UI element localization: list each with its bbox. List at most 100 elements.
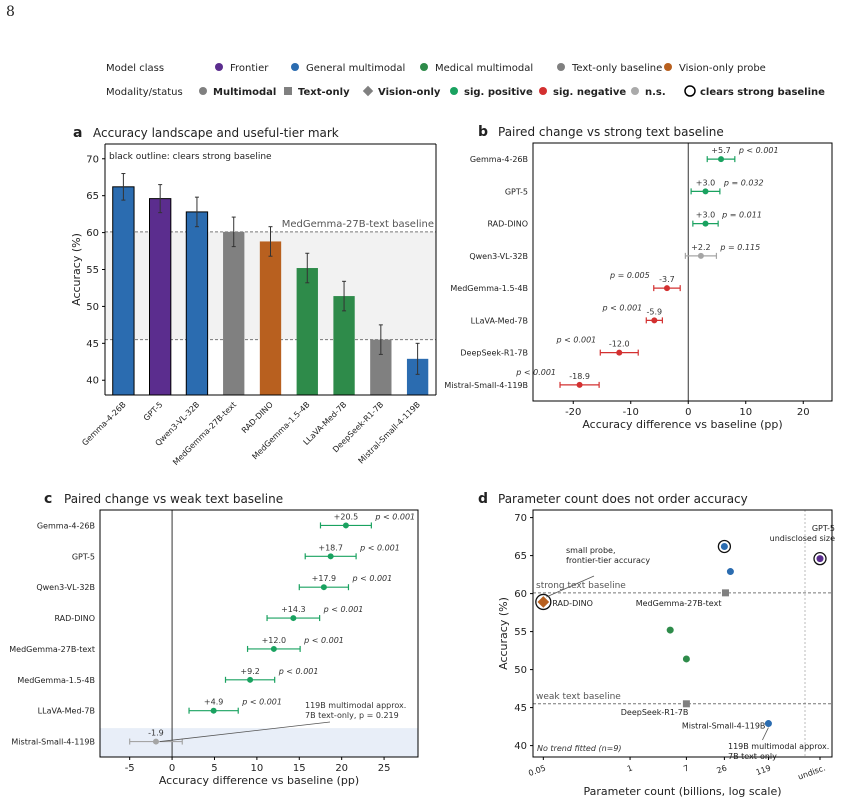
value-label: +14.3 [281, 605, 306, 614]
bar [259, 241, 282, 395]
plot-frame [99, 509, 419, 758]
estimate-point [290, 615, 297, 622]
panel-title: Paired change vs weak text baseline [64, 492, 283, 506]
value-label: +5.7 [711, 146, 730, 155]
legend-status-label: clears strong baseline [700, 87, 825, 98]
legend-class-marker [291, 63, 299, 71]
x-tick-label: -20 [565, 407, 581, 418]
legend-row1-label: Model class [106, 63, 164, 74]
y-tick-label: 40 [514, 741, 527, 752]
data-point [726, 568, 734, 576]
p-value: p < 0.001 [515, 368, 556, 377]
legend-status-label: n.s. [645, 87, 666, 98]
p-value: p < 0.001 [359, 543, 400, 552]
x-tick-label: Mistral-Small-4-119B [357, 400, 422, 465]
bar [223, 231, 245, 395]
y-tick-label: 60 [86, 228, 99, 239]
data-point [721, 589, 729, 597]
estimate-point [320, 584, 327, 591]
legend-status-marker [450, 87, 458, 95]
x-axis-label: Accuracy difference vs baseline (pp) [159, 774, 359, 787]
p-value: p < 0.001 [555, 336, 596, 345]
annotation-line: 119B multimodal approx. [728, 742, 829, 751]
legend-class-label: Text-only baseline [571, 63, 662, 74]
row-label: GPT-5 [72, 552, 95, 561]
p-value: p < 0.001 [351, 574, 392, 583]
annotation: 119B multimodal approx. 7B text-only, p =… [305, 701, 406, 720]
panel-c: c Paired change vs weak text baseline Gemm… [9, 491, 419, 787]
legend-status-marker [362, 85, 374, 97]
x-tick-label: 15 [293, 763, 306, 774]
x-axis-label: Parameter count (billions, log scale) [583, 785, 781, 798]
row-label: RAD-DINO [54, 614, 95, 623]
row-label: Mistral-Small-4-119B [444, 381, 528, 390]
value-label: -1.9 [148, 729, 164, 738]
y-tick-label: 70 [514, 513, 527, 524]
y-tick-label: 45 [514, 703, 527, 714]
bar [406, 358, 429, 395]
value-label: -3.7 [659, 275, 675, 284]
clears-baseline-ring [813, 551, 827, 566]
panel-note: No trend fitted (n=9) [537, 744, 622, 753]
row-label: Mistral-Small-4-119B [11, 738, 95, 747]
baseline-label: strong text baseline [536, 581, 626, 591]
value-label: +4.9 [204, 698, 223, 707]
legend-class-marker [664, 63, 672, 71]
panel-title: Paired change vs strong text baseline [498, 125, 724, 139]
x-tick-label: 0 [169, 763, 175, 774]
p-value: p < 0.001 [323, 605, 364, 614]
bar [112, 186, 135, 396]
y-tick-label: 55 [86, 265, 99, 276]
legend-class-marker [557, 63, 565, 71]
y-tick-label: 55 [514, 627, 527, 638]
row-label: MedGemma-1.5-4B [17, 676, 95, 685]
x-tick-label: RAD-DINO [240, 400, 275, 435]
row-label: DeepSeek-R1-7B [460, 349, 528, 358]
data-point [666, 626, 674, 634]
estimate-point [702, 188, 709, 195]
x-tick-label: 0 [685, 407, 691, 418]
point-label: Mistral-Small-4-119B [682, 722, 766, 731]
bar [149, 198, 172, 396]
annotation-line: 119B multimodal approx. [305, 701, 406, 710]
legend-class-marker [420, 63, 428, 71]
p-value: p = 0.032 [723, 178, 764, 187]
clears-baseline-ring [535, 593, 552, 611]
x-tick-label: 5 [211, 763, 217, 774]
legend: Model class Frontier General multimodal Med… [106, 63, 825, 98]
row-label: LLaVA-Med-7B [471, 316, 528, 325]
bar [333, 296, 355, 395]
point-label: RAD-DINO [552, 599, 593, 608]
row-label: Gemma-4-26B [37, 521, 95, 530]
row-label: RAD-DINO [487, 220, 528, 229]
bar [370, 339, 392, 395]
x-tick-label: 10 [739, 407, 752, 418]
legend-class-label: Frontier [230, 63, 269, 74]
data-point [764, 720, 772, 728]
p-value: p < 0.001 [278, 667, 319, 676]
data-point [537, 596, 550, 608]
data-point [682, 655, 690, 663]
point-label: DeepSeek-R1-7B [621, 708, 689, 717]
p-value: p < 0.001 [303, 636, 344, 645]
panel-letter: c [44, 491, 52, 507]
value-label: +18.7 [318, 543, 343, 552]
value-label: +12.0 [262, 636, 287, 645]
legend-class-marker [215, 63, 223, 71]
estimate-point [210, 707, 217, 714]
y-tick-label: 70 [86, 154, 99, 165]
row-label: Qwen3-VL-32B [36, 583, 95, 592]
value-label: -12.0 [609, 340, 630, 349]
baseline-label: weak text baseline [536, 692, 621, 702]
point-label: MedGemma-27B-text [636, 599, 722, 608]
p-value: p < 0.001 [241, 698, 282, 707]
legend-class-label: General multimodal [306, 63, 405, 74]
legend-class-label: Medical multimodal [435, 63, 533, 74]
legend-status-marker [684, 85, 696, 97]
value-label: -18.9 [569, 372, 590, 381]
row-label: MedGemma-27B-text [9, 645, 95, 654]
panel-letter: b [478, 124, 488, 140]
x-tick-label: 0.05 [527, 763, 547, 778]
panel-a: a Accuracy landscape and useful-tier mark… [70, 125, 437, 467]
